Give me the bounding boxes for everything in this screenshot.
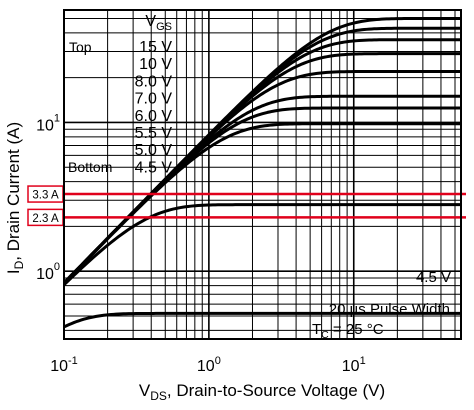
y-tick-label: 100: [36, 261, 60, 283]
series-line: [62, 16, 461, 285]
legend-entry: 8.0 V: [135, 73, 173, 90]
series-line: [62, 38, 461, 285]
legend-entry: 10 V: [139, 56, 172, 73]
legend-entry: 15 V: [139, 39, 172, 56]
series-line: [62, 52, 461, 285]
series-line: [62, 203, 461, 286]
grid: [63, 10, 461, 339]
x-axis-title: VDS, Drain-to-Source Voltage (V): [139, 381, 385, 403]
annotations: 4.5 V 20 µs Pulse Width TC = 25 °C: [312, 269, 451, 341]
tick-labels: 10-1 100 101 100 101: [36, 112, 366, 375]
y-tick-label: 101: [36, 112, 60, 134]
reference-label: 3.3 A: [32, 190, 59, 202]
legend-bottom-label: Bottom: [68, 159, 112, 175]
legend-entry: 4.5 V: [135, 159, 173, 176]
x-tick-label: 101: [342, 355, 366, 375]
legend-entry: 5.5 V: [135, 125, 173, 142]
reference-lines: 3.3 A 2.3 A: [27, 185, 466, 227]
x-tick-label: 10-1: [50, 355, 78, 375]
legend-header: VGS: [145, 13, 172, 33]
reference-label: 2.3 A: [32, 213, 59, 225]
series-line: [62, 70, 461, 285]
series-curves: [62, 16, 461, 329]
y-axis-title: ID, Drain Current (A): [4, 122, 26, 274]
pulse-width-note: 20 µs Pulse Width: [329, 301, 450, 318]
legend-entry: 5.0 V: [135, 142, 173, 159]
legend-top-label: Top: [69, 39, 92, 55]
legend-entry: 7.0 V: [135, 91, 173, 108]
series-line: [62, 106, 461, 285]
x-tick-label: 100: [197, 355, 221, 375]
temperature-note: TC = 25 °C: [312, 321, 384, 341]
legend-entry: 6.0 V: [135, 108, 173, 125]
plot-frame: [63, 9, 462, 340]
legend: VGS 15 V10 V8.0 V7.0 V6.0 V5.5 V5.0 V4.5 …: [68, 13, 172, 176]
series-line: [63, 311, 461, 329]
curve-label-4-5v: 4.5 V: [416, 269, 451, 286]
